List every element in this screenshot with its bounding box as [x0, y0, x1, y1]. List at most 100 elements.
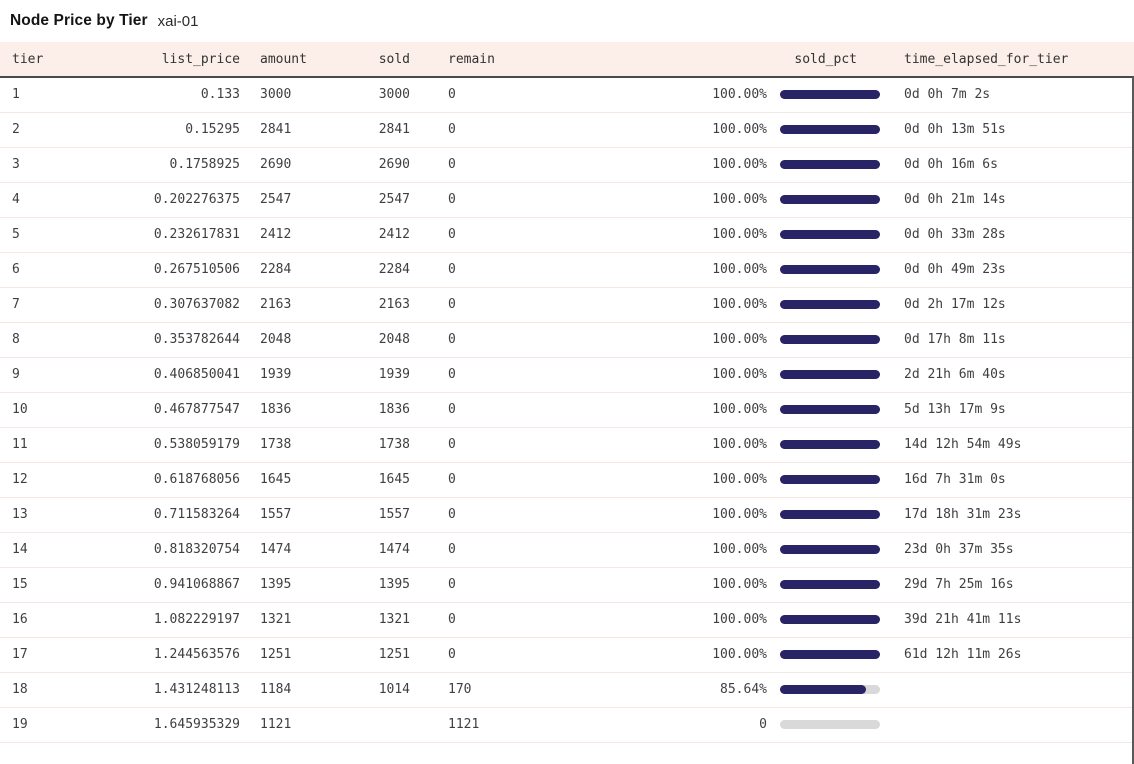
- cell-tier: 18: [0, 672, 120, 708]
- sold-pct-bar-track: [780, 160, 880, 169]
- cell-sold-pct-bar: [770, 427, 895, 463]
- sold-pct-bar-track: [780, 510, 880, 519]
- cell-sold-pct: 100.00%: [560, 77, 770, 113]
- table-row: 18 1.431248113 1184 1014 170 85.64%: [0, 672, 1134, 708]
- cell-time-elapsed: 17d 18h 31m 23s: [895, 497, 1134, 533]
- cell-list-price: 1.082229197: [120, 602, 240, 638]
- sold-pct-bar-fill: [780, 265, 880, 274]
- cell-amount: 1395: [240, 567, 330, 603]
- cell-sold-pct-bar: [770, 637, 895, 673]
- cell-tier: 1: [0, 77, 120, 113]
- cell-amount: 1321: [240, 602, 330, 638]
- cell-sold-pct-bar: [770, 497, 895, 533]
- cell-tier: 4: [0, 182, 120, 218]
- cell-tier: 10: [0, 392, 120, 428]
- table-row: 17 1.244563576 1251 1251 0 100.00% 61d 12h 11m…: [0, 637, 1134, 673]
- cell-sold-pct-bar: [770, 112, 895, 148]
- cell-tier: 15: [0, 567, 120, 603]
- header-time-elapsed: time_elapsed_for_tier: [895, 42, 1134, 78]
- cell-sold-pct: 100.00%: [560, 112, 770, 148]
- table-row: 19 1.645935329 1121 1121 0: [0, 707, 1134, 743]
- header-row: tier list_price amount sold remain sold_…: [0, 42, 1134, 78]
- cell-time-elapsed: 0d 0h 7m 2s: [895, 77, 1134, 113]
- sold-pct-bar-track: [780, 685, 880, 694]
- cell-tier: 7: [0, 287, 120, 323]
- cell-time-elapsed: 39d 21h 41m 11s: [895, 602, 1134, 638]
- cell-sold-pct: 100.00%: [560, 287, 770, 323]
- cell-sold-pct-bar: [770, 462, 895, 498]
- cell-list-price: 0.818320754: [120, 532, 240, 568]
- cell-remain: 0: [410, 392, 560, 428]
- header-tier: tier: [0, 42, 120, 78]
- cell-time-elapsed: 14d 12h 54m 49s: [895, 427, 1134, 463]
- sold-pct-bar-fill: [780, 300, 880, 309]
- cell-sold-pct-bar: [770, 532, 895, 568]
- sold-pct-bar-fill: [780, 615, 880, 624]
- cell-remain: 0: [410, 602, 560, 638]
- sold-pct-bar-track: [780, 615, 880, 624]
- cell-sold: 3000: [330, 77, 410, 113]
- cell-time-elapsed: 16d 7h 31m 0s: [895, 462, 1134, 498]
- cell-list-price: 0.406850041: [120, 357, 240, 393]
- table-row: 10 0.467877547 1836 1836 0 100.00% 5d 13h 17m …: [0, 392, 1134, 428]
- cell-remain: 0: [410, 77, 560, 113]
- table-row: 12 0.618768056 1645 1645 0 100.00% 16d 7h 31m …: [0, 462, 1134, 498]
- cell-list-price: 0.267510506: [120, 252, 240, 288]
- cell-time-elapsed: 2d 21h 6m 40s: [895, 357, 1134, 393]
- cell-time-elapsed: [895, 707, 1134, 743]
- cell-time-elapsed: 0d 0h 16m 6s: [895, 147, 1134, 183]
- cell-amount: 1251: [240, 637, 330, 673]
- cell-amount: 2841: [240, 112, 330, 148]
- sold-pct-bar-fill: [780, 405, 880, 414]
- cell-amount: 2547: [240, 182, 330, 218]
- cell-sold: 2547: [330, 182, 410, 218]
- vertical-scrollbar[interactable]: [1132, 77, 1134, 764]
- cell-remain: 0: [410, 182, 560, 218]
- cell-sold-pct-bar: [770, 252, 895, 288]
- cell-sold-pct: 100.00%: [560, 182, 770, 218]
- cell-tier: 12: [0, 462, 120, 498]
- table-row: 15 0.941068867 1395 1395 0 100.00% 29d 7h 25m …: [0, 567, 1134, 603]
- cell-remain: 0: [410, 322, 560, 358]
- header-sold: sold: [330, 42, 410, 78]
- cell-time-elapsed: 0d 0h 21m 14s: [895, 182, 1134, 218]
- cell-sold-pct-bar: [770, 392, 895, 428]
- cell-sold: 1321: [330, 602, 410, 638]
- cell-sold: 1645: [330, 462, 410, 498]
- cell-sold-pct: 100.00%: [560, 567, 770, 603]
- cell-list-price: 0.618768056: [120, 462, 240, 498]
- cell-sold: 2690: [330, 147, 410, 183]
- cell-list-price: 0.353782644: [120, 322, 240, 358]
- sold-pct-bar-track: [780, 405, 880, 414]
- sold-pct-bar-track: [780, 125, 880, 134]
- cell-amount: 2048: [240, 322, 330, 358]
- cell-sold-pct: 100.00%: [560, 602, 770, 638]
- sold-pct-bar-fill: [780, 510, 880, 519]
- sold-pct-bar-fill: [780, 650, 880, 659]
- cell-tier: 11: [0, 427, 120, 463]
- table-row: 1 0.133 3000 3000 0 100.00% 0d 0h 7m 2s: [0, 77, 1134, 113]
- sold-pct-bar-fill: [780, 125, 880, 134]
- cell-sold-pct: 100.00%: [560, 427, 770, 463]
- cell-time-elapsed: [895, 672, 1134, 708]
- title-bar: Node Price by Tier xai-01: [0, 0, 1134, 42]
- cell-list-price: 1.244563576: [120, 637, 240, 673]
- cell-sold: 1251: [330, 637, 410, 673]
- cell-sold-pct: 100.00%: [560, 462, 770, 498]
- cell-sold-pct: 100.00%: [560, 497, 770, 533]
- cell-list-price: 0.133: [120, 77, 240, 113]
- sold-pct-bar-track: [780, 300, 880, 309]
- cell-amount: 1939: [240, 357, 330, 393]
- cell-sold: 2412: [330, 217, 410, 253]
- cell-list-price: 0.711583264: [120, 497, 240, 533]
- sold-pct-bar-fill: [780, 440, 880, 449]
- table-row: 8 0.353782644 2048 2048 0 100.00% 0d 17h 8m 11…: [0, 322, 1134, 358]
- sold-pct-bar-track: [780, 580, 880, 589]
- sold-pct-bar-fill: [780, 370, 880, 379]
- cell-sold: 1557: [330, 497, 410, 533]
- cell-sold-pct-bar: [770, 77, 895, 113]
- table-row: 6 0.267510506 2284 2284 0 100.00% 0d 0h 49m 23…: [0, 252, 1134, 288]
- cell-remain: 0: [410, 532, 560, 568]
- cell-sold-pct: 100.00%: [560, 322, 770, 358]
- cell-tier: 8: [0, 322, 120, 358]
